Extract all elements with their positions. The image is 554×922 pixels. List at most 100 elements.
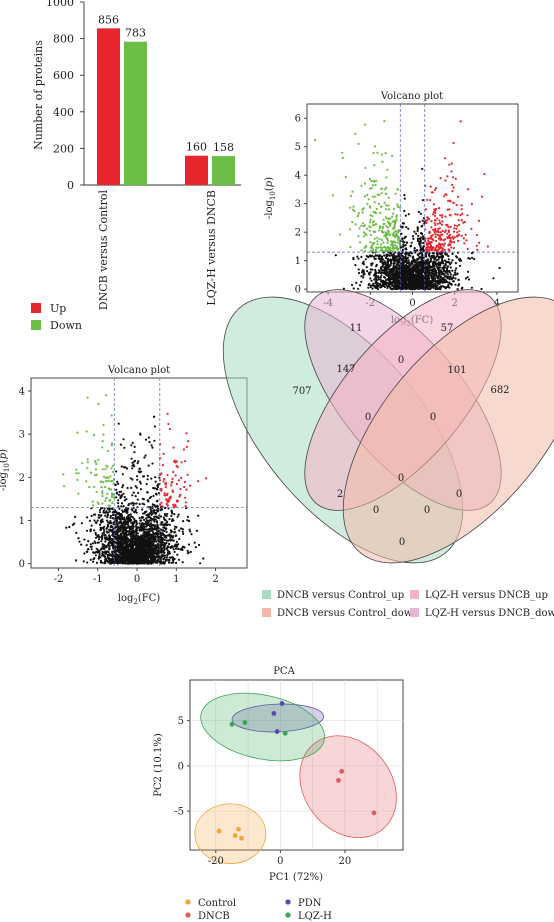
volcano-point (108, 541, 111, 544)
volcano-point (89, 558, 92, 562)
volcano-point (392, 245, 395, 248)
volcano-point (118, 556, 121, 559)
volcano-point (127, 524, 130, 527)
volcano-point (430, 286, 433, 289)
volcano-point (460, 219, 463, 222)
volcano-point (170, 509, 173, 512)
volcano-point (425, 219, 428, 222)
volcano-point (360, 249, 363, 252)
volcano-point (470, 227, 473, 230)
volcano-point (372, 151, 375, 155)
volcano-point (123, 528, 126, 532)
volcano-point (422, 264, 425, 267)
volcano-point (384, 262, 387, 265)
volcano-point (369, 241, 372, 244)
volcano-point (356, 215, 359, 218)
volcano-point (435, 207, 438, 211)
volcano-point (443, 195, 446, 198)
volcano-point (397, 229, 400, 232)
volcano-point (417, 282, 420, 285)
volcano-point (363, 182, 367, 185)
volcano-point (406, 272, 409, 275)
volcano-point (386, 168, 389, 171)
volcano-point (103, 525, 106, 528)
volcano-point (161, 541, 164, 544)
volcano-point (389, 274, 392, 277)
volcano-point (100, 540, 103, 543)
volcano-point (177, 513, 180, 516)
volcano-point (117, 562, 120, 565)
volcano-point (135, 502, 138, 505)
volcano-point (71, 523, 74, 527)
volcano-point (91, 542, 94, 545)
volcano-point (410, 241, 413, 244)
volcano-point (166, 534, 169, 537)
volcano-point (115, 555, 118, 558)
volcano-point (415, 266, 418, 269)
volcano-point (401, 275, 404, 278)
volcano-point (460, 208, 463, 211)
volcano-point (486, 245, 489, 248)
volcano-point (92, 434, 95, 437)
volcano-point (119, 543, 122, 546)
volcano-point (430, 241, 433, 244)
volcano-point (449, 225, 452, 228)
volcano-point (439, 280, 442, 283)
volcano-point (417, 263, 420, 266)
volcano-point (128, 525, 131, 529)
volcano-point (456, 234, 459, 238)
volcano-point (378, 238, 381, 241)
volcano-point (456, 231, 459, 234)
volcano-point (462, 237, 465, 240)
volcano-point (449, 200, 452, 203)
volcano-point (165, 527, 168, 530)
volcano-point (365, 234, 368, 237)
volcano-point (407, 259, 410, 262)
volcano-point (386, 239, 389, 242)
volcano-point (188, 519, 191, 523)
volcano-point (403, 237, 406, 240)
volcano-point (421, 261, 424, 264)
volcano-point (402, 282, 405, 285)
volcano-point (163, 545, 166, 548)
volcano-point (456, 288, 459, 291)
volcano-point (139, 488, 142, 491)
y-tick-label: 3 (295, 199, 301, 210)
volcano-point (98, 549, 101, 553)
volcano-point (146, 478, 149, 481)
volcano-point (385, 204, 388, 207)
volcano-point (168, 499, 171, 502)
volcano-point (402, 256, 406, 259)
volcano-point (368, 229, 371, 232)
volcano-point (205, 477, 208, 480)
volcano-point (419, 248, 422, 251)
volcano-point (86, 396, 89, 399)
volcano-point (412, 283, 415, 286)
volcano-point (107, 479, 110, 482)
volcano-point (156, 551, 159, 554)
volcano-point (371, 287, 374, 290)
volcano-point (385, 192, 388, 195)
volcano-point (373, 223, 376, 226)
volcano-point (133, 451, 136, 454)
volcano-point (139, 524, 142, 527)
volcano-point (135, 538, 138, 542)
volcano-point (452, 176, 455, 179)
volcano-point (433, 282, 437, 285)
volcano-point (451, 252, 454, 255)
volcano-point (370, 245, 373, 248)
volcano-point (118, 536, 121, 539)
volcano-point (120, 514, 124, 517)
volcano-point (448, 237, 452, 240)
volcano-point (435, 246, 438, 249)
volcano-point (383, 246, 386, 249)
volcano-point (387, 270, 390, 273)
volcano-point (182, 520, 185, 523)
volcano-point (433, 231, 436, 234)
volcano-point (111, 501, 114, 505)
volcano-point (175, 482, 178, 486)
volcano-point (157, 540, 160, 543)
volcano-point (378, 193, 381, 196)
volcano-point (143, 456, 146, 459)
volcano-point (368, 205, 371, 208)
